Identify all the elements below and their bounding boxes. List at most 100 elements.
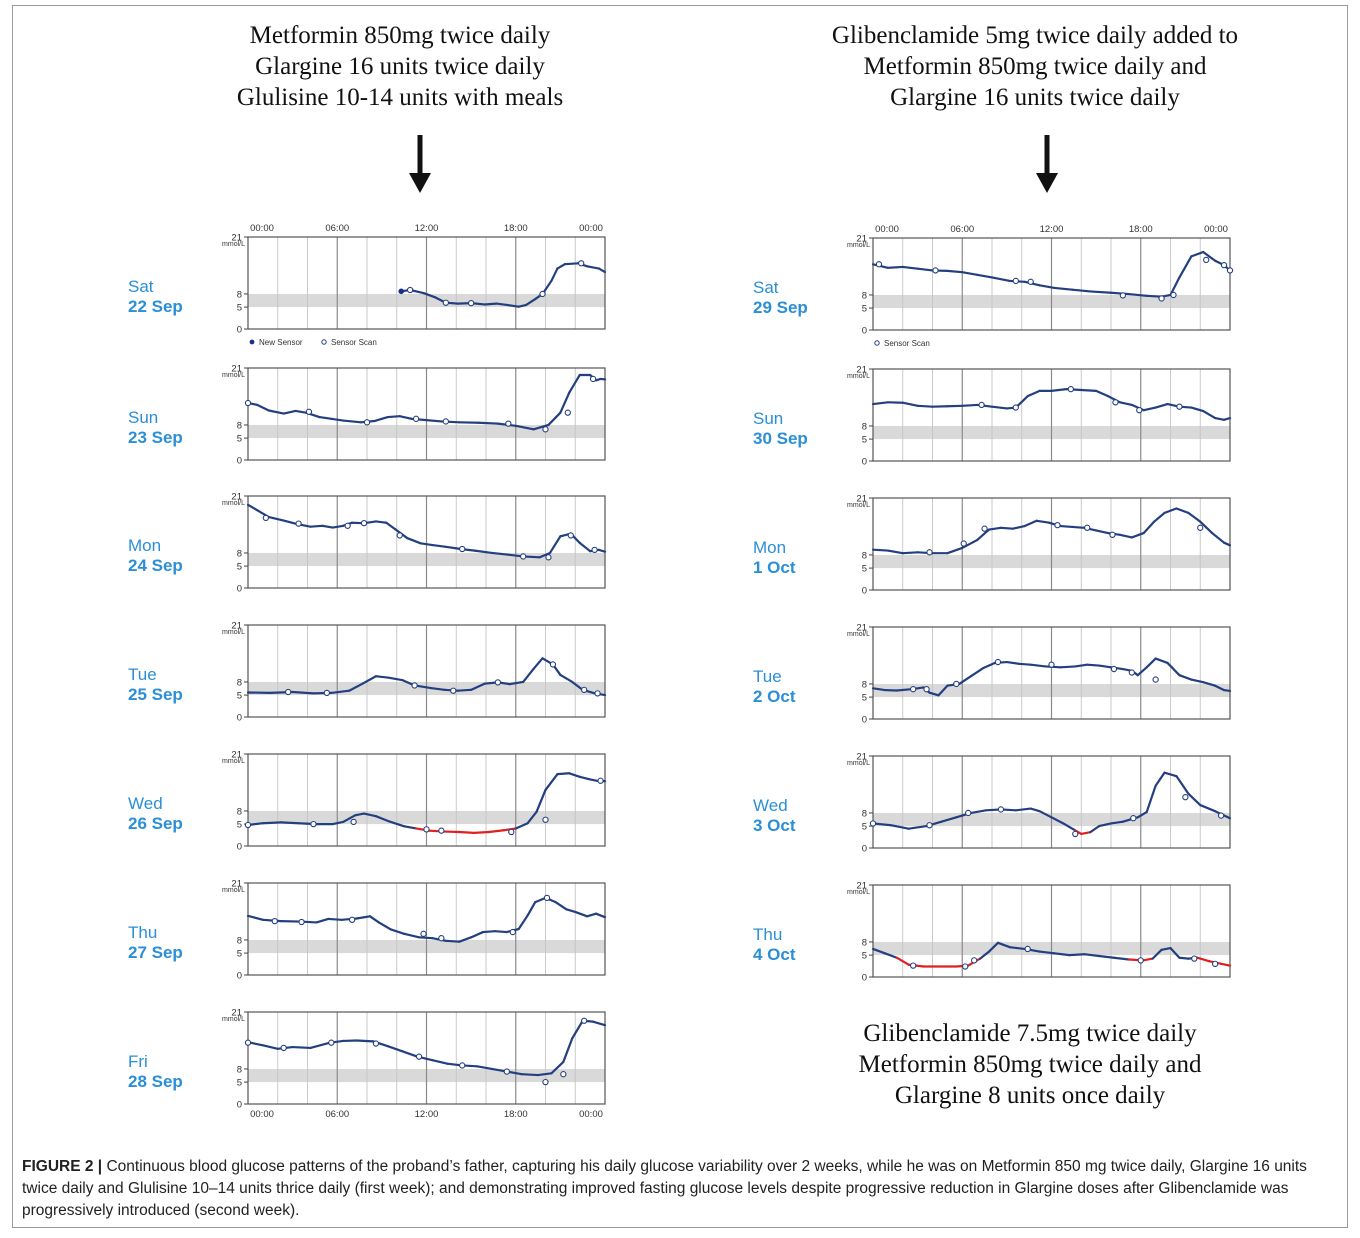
- glucose-line-segment: [1136, 666, 1148, 677]
- y-tick-label: 8: [862, 808, 867, 819]
- sensor-scan-marker: [442, 418, 449, 425]
- glucose-line-segment: [1029, 807, 1041, 813]
- sensor-scan-marker: [1054, 522, 1061, 529]
- sensor-scan-marker: [244, 399, 252, 407]
- glucose-line-segment: [996, 941, 1011, 949]
- glucose-line-segment: [1017, 662, 1032, 666]
- glucose-line-segment: [261, 1044, 279, 1050]
- glucose-line-segment: [597, 548, 607, 553]
- x-tick-label: 00:00: [250, 223, 274, 234]
- sensor-scan-marker: [509, 928, 516, 936]
- sensor-scan-marker: [869, 820, 877, 827]
- glucose-line-segment: [946, 546, 964, 555]
- glucose-line-segment: [987, 526, 1003, 531]
- glucose-line-segment: [1095, 529, 1110, 535]
- glucose-line-segment: [901, 551, 919, 555]
- sensor-scan-marker: [1012, 277, 1019, 285]
- sensor-scan-marker: [970, 957, 978, 964]
- glucose-line-segment: [1222, 688, 1232, 693]
- glucose-line-segment: [246, 503, 259, 512]
- sensor-scan-marker: [1152, 676, 1159, 683]
- medication-line: Glargine 8 units once daily: [894, 1082, 1166, 1109]
- day-date: 25 Sep: [128, 685, 183, 704]
- sensor-scan-marker: [328, 1039, 335, 1046]
- glucose-line-segment: [406, 536, 422, 545]
- y-unit-label: mmol/L: [847, 631, 870, 638]
- glucose-line-segment: [431, 1059, 449, 1065]
- sensor-scan-marker: [910, 962, 917, 969]
- y-tick-label: 8: [237, 420, 242, 431]
- y-tick-label: 8: [237, 806, 242, 817]
- bottom-right-medication-text: Glibenclamide 7.5mg twice daily Metformi…: [840, 1018, 1220, 1111]
- glucose-line-segment: [981, 661, 997, 670]
- glucose-line-segment: [355, 915, 372, 920]
- glucose-line-segment: [594, 912, 607, 919]
- glucose-line-segment: [578, 775, 592, 781]
- glucose-line-segment: [559, 673, 574, 684]
- glucose-line-segment: [1029, 663, 1047, 668]
- glucose-line-segment: [388, 820, 406, 828]
- sensor-scan-marker: [280, 1044, 287, 1052]
- glucose-line-segment: [556, 772, 571, 776]
- sensor-scan-marker: [271, 917, 278, 925]
- glucose-line-segment: [1154, 771, 1166, 787]
- sensor-scan-marker: [360, 520, 368, 527]
- y-tick-label: 0: [237, 584, 242, 595]
- sensor-scan-marker: [1136, 407, 1143, 414]
- y-tick-label: 21: [856, 881, 867, 892]
- glucose-line-segment: [562, 1037, 574, 1064]
- sensor-scan-marker: [363, 419, 371, 426]
- glucose-line-segment: [1202, 681, 1217, 687]
- glucose-line-segment: [538, 551, 552, 559]
- sensor-scan-marker: [564, 409, 571, 416]
- sensor-scan-marker: [1024, 945, 1031, 953]
- glucose-line-segment: [398, 415, 413, 420]
- x-tick-label: 00:00: [875, 224, 899, 235]
- glucose-line-segment: [1178, 674, 1193, 681]
- glucose-line-segment: [508, 680, 525, 686]
- sensor-scan-marker: [305, 408, 313, 415]
- y-unit-label: mmol/L: [222, 500, 245, 507]
- sensor-scan-marker: [594, 690, 601, 697]
- sensor-scan-marker: [323, 689, 330, 697]
- glucose-line-segment: [373, 415, 389, 423]
- glucose-line-segment: [1074, 663, 1089, 668]
- plot-frame: [872, 497, 1231, 591]
- glucose-line-segment: [883, 952, 898, 959]
- low-glucose-segment: [487, 829, 505, 834]
- glucose-line-segment: [532, 423, 550, 431]
- sensor-scan-marker: [910, 686, 917, 693]
- glucose-line-segment: [1163, 507, 1178, 514]
- glucose-line-segment: [976, 273, 994, 279]
- y-tick-label: 5: [237, 691, 242, 702]
- y-tick-label: 8: [862, 290, 867, 301]
- glucose-line-segment: [470, 682, 486, 691]
- glucose-line-segment: [1222, 416, 1232, 421]
- glucose-line-segment: [535, 788, 547, 813]
- medication-line: Glulisine 10-14 units with meals: [236, 84, 564, 111]
- glucose-line-segment: [961, 271, 979, 276]
- plot-frame: [872, 237, 1231, 331]
- y-tick-label: 8: [237, 677, 242, 688]
- glucose-line-segment: [1005, 660, 1020, 665]
- glucose-line-segment: [895, 688, 913, 692]
- day-label: Fri 28 Sep: [128, 1052, 183, 1092]
- y-tick-label: 5: [862, 951, 867, 962]
- glucose-line-segment: [386, 415, 401, 419]
- glucose-line-segment: [987, 941, 1000, 953]
- glucose-line-segment: [578, 541, 592, 553]
- glucose-line-segment: [961, 538, 979, 550]
- glucose-line-segment: [1118, 401, 1133, 407]
- sensor-scan-marker: [1176, 403, 1183, 410]
- glucose-line-segment: [1071, 525, 1086, 529]
- glucose-line-segment: [321, 524, 334, 529]
- glucose-line-segment: [1008, 946, 1026, 951]
- glucose-line-segment: [425, 419, 443, 423]
- glucose-line-segment: [490, 551, 510, 556]
- glucose-line-segment: [342, 814, 357, 824]
- y-tick-label: 0: [862, 326, 867, 337]
- y-unit-label: mmol/L: [847, 502, 870, 509]
- glucose-line-segment: [374, 675, 389, 679]
